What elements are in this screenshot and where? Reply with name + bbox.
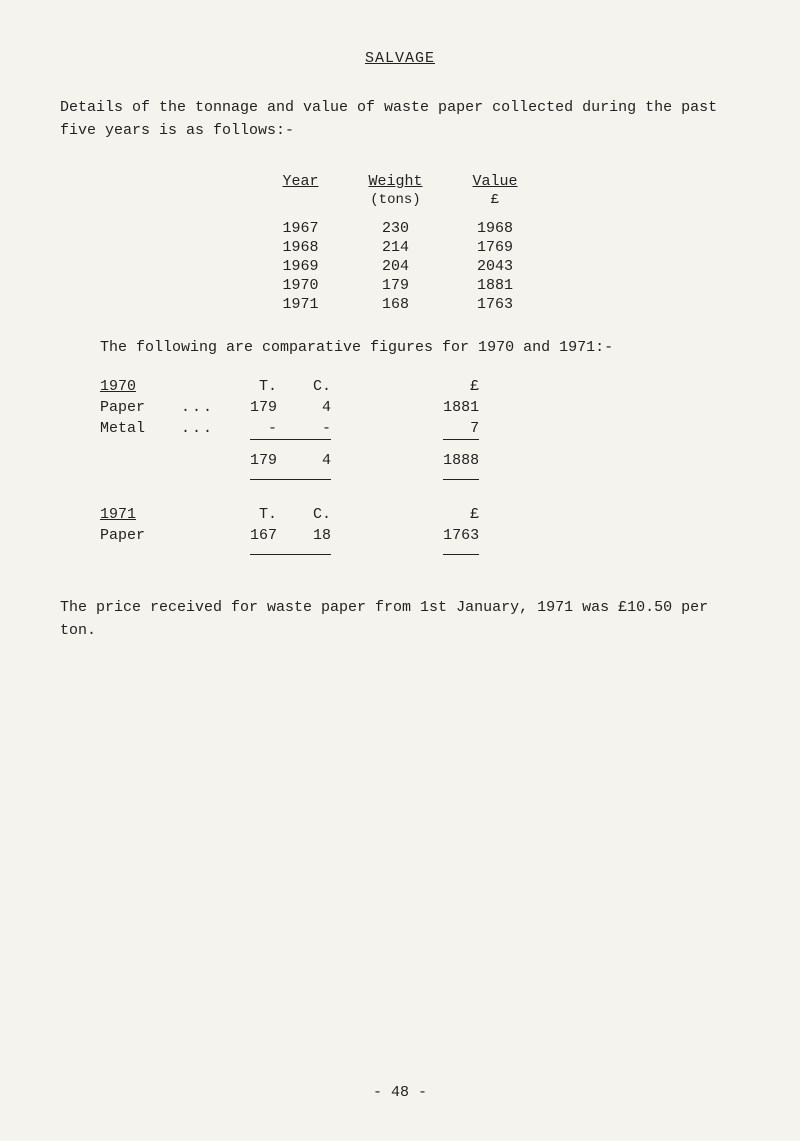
comparative-text: The following are comparative figures fo… [100,339,740,356]
table-row: 1969 204 2043 [257,257,542,276]
col-weight-sub: (tons) [343,191,447,209]
cell: 1971 [257,295,343,314]
cell: 204 [343,257,447,276]
cell: 214 [343,238,447,257]
cell: 4 [295,397,349,418]
col-pound: £ [425,376,497,397]
col-value: Value [448,172,543,191]
year-1970: 1970 [100,376,163,397]
dots: ... [163,397,232,418]
page-number: - 48 - [0,1084,800,1101]
cell: 1888 [425,450,497,471]
cell: - [295,418,349,439]
col-c: C. [295,376,349,397]
cell: 1968 [448,219,543,238]
cell: 1769 [448,238,543,257]
cell: 1967 [257,219,343,238]
table-row: Paper 167 18 1763 [100,525,497,546]
col-t: T. [232,504,295,525]
col-t: T. [232,376,295,397]
comparative-table-1970: 1970 T. C. £ Paper ... 179 4 1881 Metal … [100,376,497,557]
col-value-sub: £ [448,191,543,209]
cell: 179 [232,397,295,418]
total-row: 179 4 1888 [100,450,497,471]
paper-label: Paper [100,397,163,418]
table-row: 1968 214 1769 [257,238,542,257]
col-weight: Weight [343,172,447,191]
final-text: The price received for waste paper from … [60,597,740,642]
table-row: Metal ... - - 7 [100,418,497,439]
cell: 1969 [257,257,343,276]
cell: 167 [232,525,295,546]
intro-text: Details of the tonnage and value of wast… [60,97,740,142]
col-pound: £ [425,504,497,525]
cell: - [232,418,295,439]
cell: 4 [295,450,349,471]
metal-label: Metal [100,418,163,439]
table-row: 1971 168 1763 [257,295,542,314]
col-c: C. [295,504,349,525]
cell: 18 [295,525,349,546]
cell: 1763 [425,525,497,546]
table-row: Paper ... 179 4 1881 [100,397,497,418]
cell: 1970 [257,276,343,295]
cell: 1881 [448,276,543,295]
cell: 1881 [425,397,497,418]
dots: ... [163,418,232,439]
table-row: 1970 179 1881 [257,276,542,295]
year-1971: 1971 [100,504,163,525]
cell: 2043 [448,257,543,276]
cell: 179 [232,450,295,471]
cell: 179 [343,276,447,295]
tonnage-table: Year Weight Value (tons) £ 1967 230 1968… [257,172,542,314]
page-title: SALVAGE [60,50,740,67]
cell: 1968 [257,238,343,257]
cell: 168 [343,295,447,314]
paper-label: Paper [100,525,163,546]
col-year: Year [257,172,343,191]
cell: 7 [425,418,497,439]
cell: 1763 [448,295,543,314]
table-row: 1967 230 1968 [257,219,542,238]
cell: 230 [343,219,447,238]
